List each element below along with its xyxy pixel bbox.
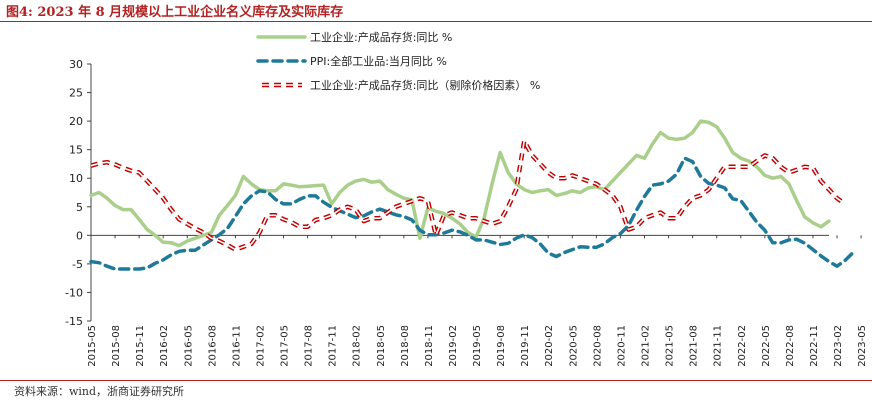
x-tick-label: 2020-02 <box>544 325 555 367</box>
x-tick-label: 2016-05 <box>183 325 194 367</box>
x-tick-label: 2020-08 <box>592 325 603 367</box>
x-tick-label: 2020-05 <box>568 325 579 367</box>
y-tick-label: -5 <box>72 258 83 271</box>
x-tick-label: 2022-11 <box>809 325 820 367</box>
source-rule <box>0 380 872 381</box>
x-tick-label: 2015-11 <box>135 325 146 367</box>
y-tick-label: 10 <box>69 172 83 185</box>
chart-axes: 30 25 20 15 10 5 0 -5 -10 -15 2015-05 2015-08 2015-1… <box>65 58 868 367</box>
legend-label-inventory-nominal: 工业企业:产成品存货:同比 % <box>310 30 452 44</box>
x-tick-label: 2020-11 <box>616 325 627 367</box>
x-tick-label: 2019-05 <box>472 325 483 367</box>
x-tick-label: 2022-02 <box>737 325 748 367</box>
x-tick-label: 2021-02 <box>641 325 652 367</box>
x-tick-label: 2018-05 <box>376 325 387 367</box>
series-ppi <box>89 156 855 271</box>
x-tick-label: 2018-11 <box>424 325 435 367</box>
chart-legend: 工业企业:产成品存货:同比 % PPI:全部工业品:当月同比 % 工业企业:产成… <box>256 30 540 92</box>
x-tick-label: 2017-05 <box>280 325 291 367</box>
y-tick-label: 15 <box>69 144 83 157</box>
y-tick-label: -10 <box>65 286 83 299</box>
line-chart: 工业企业:产成品存货:同比 % PPI:全部工业品:当月同比 % 工业企业:产成… <box>65 30 868 367</box>
x-tick-label: 2017-02 <box>255 325 266 367</box>
x-tick-label: 2021-11 <box>713 325 724 367</box>
x-tick-label: 2016-08 <box>207 325 218 367</box>
title-rule <box>0 21 872 22</box>
y-tick-label: -15 <box>65 315 83 328</box>
x-tick-label: 2018-02 <box>352 325 363 367</box>
y-tick-label: 5 <box>76 201 83 214</box>
y-tick-label: 30 <box>69 58 83 71</box>
x-tick-label: 2019-08 <box>496 325 507 367</box>
x-tick-label: 2017-08 <box>304 325 315 367</box>
x-tick-label: 2021-05 <box>665 325 676 367</box>
x-tick-label: 2015-05 <box>87 325 98 367</box>
x-tick-label: 2018-08 <box>400 325 411 367</box>
figure-title: 图4: 2023 年 8 月规模以上工业企业名义库存及实际库存 <box>6 5 344 20</box>
x-tick-label: 2016-02 <box>159 325 170 367</box>
series-inventory-nominal <box>89 119 831 248</box>
chart-plot-area <box>89 119 855 271</box>
x-tick-label: 2017-11 <box>328 325 339 367</box>
x-tick-label: 2015-08 <box>111 325 122 367</box>
x-tick-label: 2019-02 <box>448 325 459 367</box>
x-tick-label: 2021-08 <box>689 325 700 367</box>
x-tick-label: 2022-05 <box>761 325 772 367</box>
x-tick-label: 2019-11 <box>520 325 531 367</box>
x-tick-label: 2022-08 <box>785 325 796 367</box>
legend-label-ppi: PPI:全部工业品:当月同比 % <box>310 54 447 68</box>
legend-label-inventory-real: 工业企业:产成品存货:同比（剔除价格因素） % <box>310 78 540 92</box>
y-tick-label: 20 <box>69 115 83 128</box>
y-tick-label: 0 <box>76 229 83 242</box>
y-tick-label: 25 <box>69 87 83 100</box>
x-tick-label: 2016-11 <box>231 325 242 367</box>
x-tick-label: 2023-02 <box>833 325 844 367</box>
x-tick-label: 2023-05 <box>857 325 868 367</box>
source-note: 资料来源：wind，浙商证券研究所 <box>14 385 185 398</box>
